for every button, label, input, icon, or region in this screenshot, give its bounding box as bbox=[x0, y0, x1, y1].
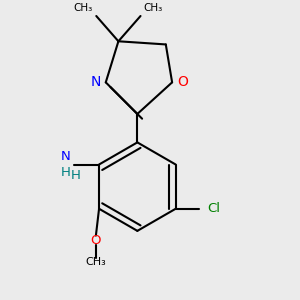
Text: N: N bbox=[61, 150, 71, 163]
Text: CH₃: CH₃ bbox=[144, 3, 163, 13]
Text: CH₃: CH₃ bbox=[85, 257, 106, 268]
Text: CH₃: CH₃ bbox=[74, 3, 93, 13]
Text: H: H bbox=[70, 169, 80, 182]
Text: H: H bbox=[61, 166, 71, 179]
Text: O: O bbox=[91, 234, 101, 247]
Text: Cl: Cl bbox=[207, 202, 220, 215]
Text: N: N bbox=[91, 75, 101, 89]
Text: O: O bbox=[177, 75, 188, 89]
Text: methoxy: methoxy bbox=[0, 299, 1, 300]
